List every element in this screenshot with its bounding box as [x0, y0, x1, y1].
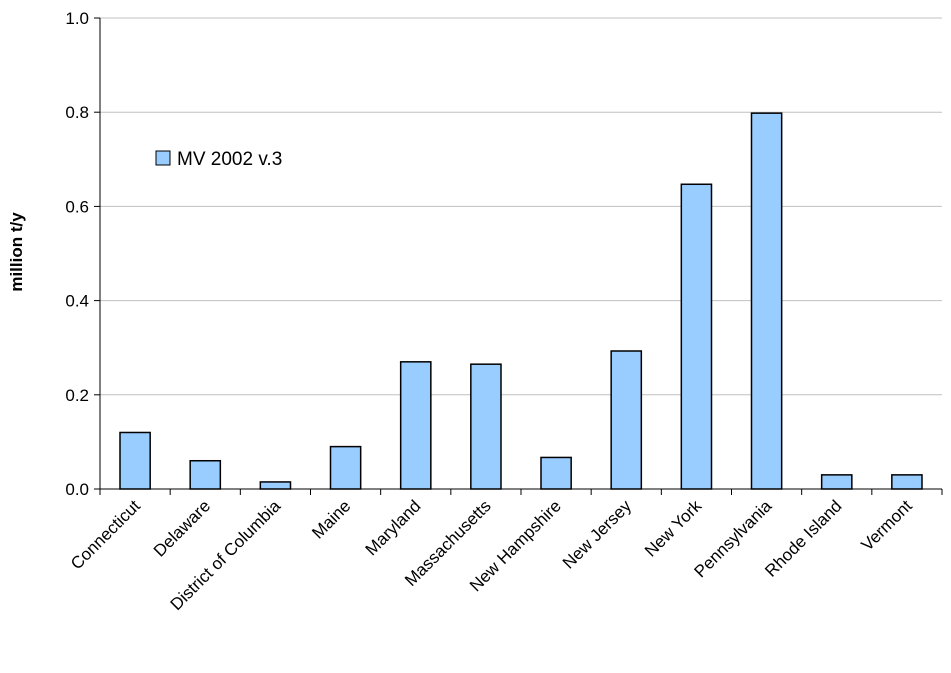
bar-maryland [399, 361, 432, 490]
x-tick-label: Delaware [150, 496, 214, 560]
y-tick-label: 0.0 [65, 480, 89, 499]
y-tick-label: 0.6 [65, 197, 89, 216]
y-ticks: 0.0 0.2 0.4 0.6 0.8 1.0 [65, 9, 100, 499]
bar-massachusetts [470, 363, 502, 490]
x-tick-label: Connecticut [67, 496, 144, 573]
bar-new-hampshire [540, 456, 572, 490]
bar-connecticut [119, 431, 151, 490]
legend: MV 2002 v.3 [155, 149, 282, 170]
bar-new-jersey [610, 350, 643, 490]
y-tick-label: 0.2 [65, 386, 89, 405]
bar-new-york [680, 183, 713, 490]
bar-district-of-columbia [259, 481, 292, 490]
x-tick-label: New York [641, 496, 706, 561]
y-axis-title: million t/y [7, 212, 26, 292]
bar-pennsylvania [750, 112, 783, 490]
y-tick-label: 1.0 [65, 9, 89, 28]
bar-rhode-island [820, 474, 853, 490]
y-tick-label: 0.8 [65, 103, 89, 122]
legend-swatch [155, 150, 171, 166]
bars [119, 112, 923, 490]
bar-delaware [189, 459, 222, 490]
x-tick-label: Maryland [362, 496, 425, 559]
x-tick-label: Maine [308, 496, 354, 542]
x-tick-label: Vermont [858, 496, 916, 554]
y-tick-label: 0.4 [65, 292, 89, 311]
bar-maine [329, 445, 362, 490]
x-tick-label: New Jersey [559, 496, 636, 573]
legend-label: MV 2002 v.3 [177, 149, 282, 170]
gridlines [100, 17, 942, 396]
bar-vermont [891, 474, 923, 490]
axes [99, 18, 942, 490]
